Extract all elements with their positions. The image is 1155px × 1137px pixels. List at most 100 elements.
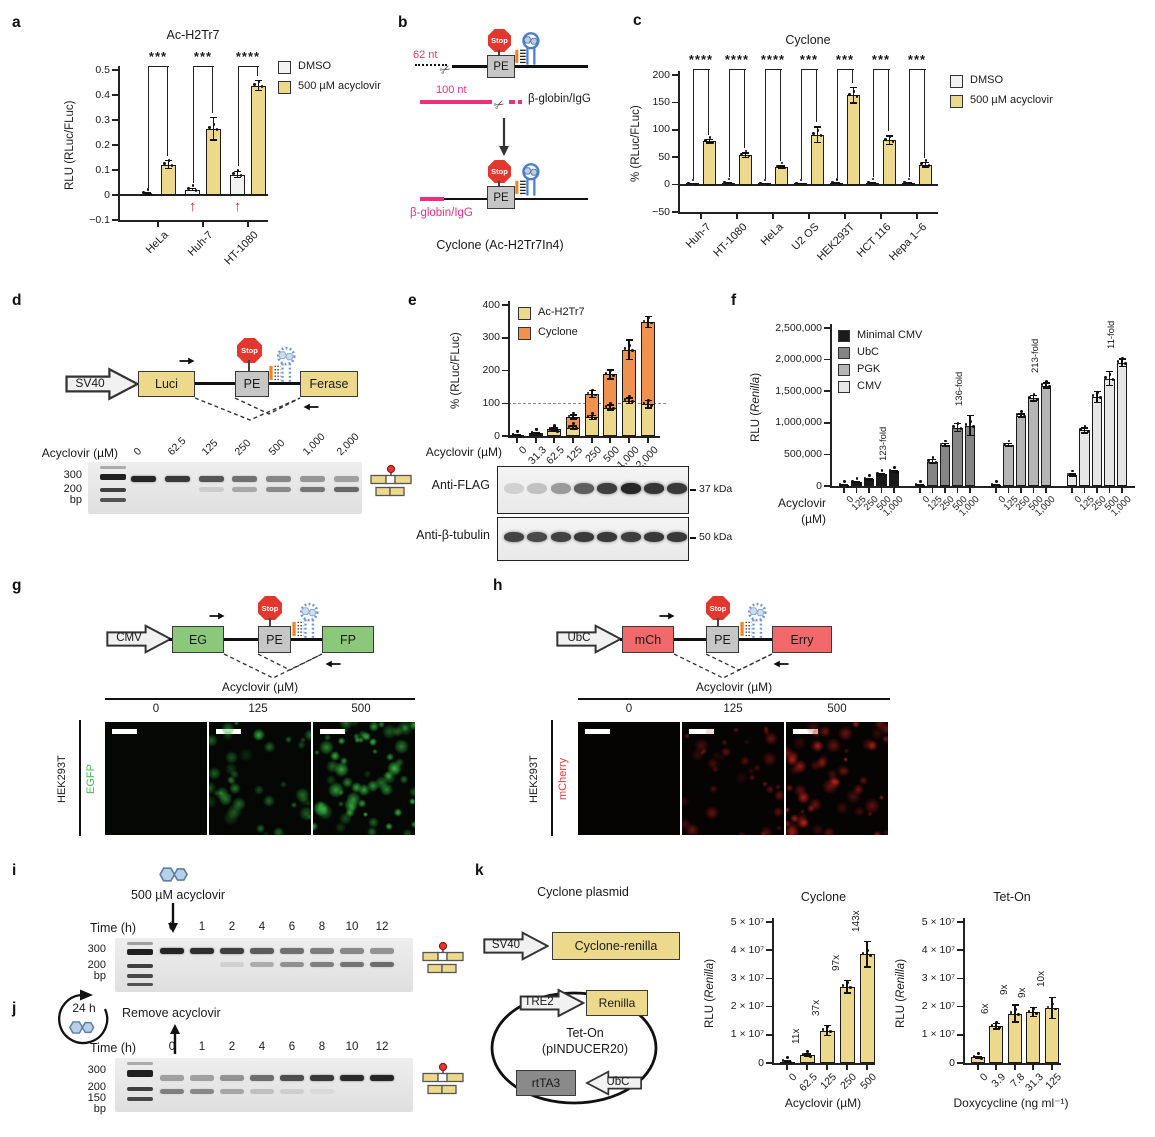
- cell-blob: [786, 753, 799, 767]
- bglobin-leader: [420, 197, 444, 201]
- data-dot: [801, 1052, 805, 1056]
- fold-label: 9x: [1017, 987, 1028, 998]
- tile-dose-label: 500: [351, 703, 371, 715]
- cell-blob: [775, 784, 782, 791]
- cell-blob: [744, 738, 751, 745]
- cell-blob: [737, 830, 747, 835]
- time-point-label: 10: [345, 921, 359, 933]
- data-dot: [187, 187, 190, 190]
- y-axis: [772, 918, 774, 1063]
- cell-blob: [397, 722, 414, 736]
- cell-blob: [330, 750, 341, 761]
- cell-blob: [399, 775, 409, 784]
- ladder-band: [127, 949, 153, 955]
- cell-blob: [233, 722, 240, 727]
- data-dot: [821, 1028, 825, 1031]
- y-tick-label: 300: [482, 331, 500, 344]
- error-cap: [954, 430, 961, 433]
- x-tick: [609, 437, 611, 443]
- data-dot: [838, 183, 842, 186]
- x-tick: [1108, 487, 1111, 493]
- bglobin-igg-label: β-globin/IgG: [528, 93, 591, 105]
- cell-line-label: HEK293T: [56, 755, 68, 803]
- error-bar: [1108, 371, 1111, 386]
- data-dot: [650, 403, 653, 407]
- error-cap: [1048, 1018, 1056, 1020]
- gel-band: [160, 1089, 184, 1094]
- y-tick-label: 1,000,000: [775, 416, 822, 429]
- data-dot: [567, 425, 571, 429]
- cell-blob: [786, 784, 794, 792]
- x-cat-label: 500: [858, 1071, 880, 1092]
- error-cap: [1048, 996, 1056, 998]
- x-axis-title: Acyclovir (µM): [425, 445, 502, 459]
- aptamer-hairpin-dotted-icon: [291, 602, 319, 640]
- x-tick: [969, 487, 971, 493]
- cell-blob: [786, 806, 790, 813]
- data-dot: [1111, 378, 1115, 381]
- y-tick: [672, 183, 678, 186]
- cell-blob: [819, 725, 831, 738]
- data-dot: [1017, 1013, 1020, 1017]
- data-dot: [1035, 397, 1039, 401]
- data-dot: [795, 181, 798, 185]
- y-tick: [502, 435, 508, 437]
- y-axis: [678, 71, 680, 212]
- cell-blob: [786, 825, 799, 835]
- construct-line: [169, 638, 322, 641]
- bar: [1003, 444, 1014, 486]
- error-cap: [606, 378, 614, 380]
- error-cap: [1081, 432, 1088, 434]
- y-tick-label: 2 × 10⁷: [921, 1000, 955, 1013]
- data-dot: [922, 485, 925, 488]
- panel-e-chart: 400 300 200 100 0% (RLuc/FLuc) 0 31.3 62.5 125 25…: [390, 295, 725, 477]
- y-tick-label: 1 × 10⁷: [730, 1028, 764, 1041]
- x-tick: [535, 437, 537, 443]
- data-dot: [727, 177, 731, 181]
- x-tick: [628, 437, 630, 443]
- data-dot: [780, 161, 784, 165]
- x-cat-label: Huh-7: [683, 221, 714, 251]
- error-cap: [869, 182, 876, 185]
- sig-stars: ****: [760, 52, 786, 67]
- cell-blob: [303, 728, 311, 742]
- cell-blob: [314, 749, 320, 755]
- legend-label: Minimal CMV: [857, 329, 923, 341]
- ladder-label: 300: [63, 469, 82, 481]
- lane-dose-label: 500: [266, 437, 288, 458]
- error-cap: [916, 484, 924, 486]
- reporter-label: EGFP: [85, 764, 97, 794]
- data-dot: [572, 411, 575, 415]
- y-tick-label: 0: [758, 1056, 764, 1069]
- data-dot: [591, 411, 594, 415]
- cell-blob: [232, 796, 247, 811]
- data-dot: [236, 169, 240, 172]
- lane-dose-label: 62.5: [165, 435, 189, 458]
- fold-label: 6x: [980, 1003, 991, 1014]
- error-bar: [591, 390, 593, 398]
- acyclovir-molecule-icon: [159, 867, 188, 882]
- cell-blob: [748, 774, 756, 781]
- data-dot: [1104, 376, 1107, 379]
- scissors-icon: ✂: [490, 95, 508, 114]
- cell-blob: [393, 807, 403, 817]
- y-tick: [766, 1005, 772, 1008]
- stop-sign: Stop: [488, 29, 511, 52]
- error-cap: [1017, 413, 1025, 415]
- time-point-label: 4: [258, 1041, 266, 1053]
- x-tick: [843, 487, 845, 493]
- data-dot: [888, 469, 892, 472]
- data-dot: [956, 422, 960, 425]
- y-tick-label: 0: [494, 429, 500, 442]
- x-axis: [963, 1063, 1061, 1065]
- sig-bracket: [192, 66, 214, 68]
- aptamer-hairpin-icon: [514, 32, 540, 66]
- cell-blob: [799, 817, 810, 828]
- error-cap: [1029, 1016, 1037, 1018]
- panel-f-chart: 2,500,000 2,000,000 1,500,000 1,000,000 500,…: [740, 290, 1155, 560]
- error-bar: [257, 80, 260, 91]
- data-dot: [781, 1059, 785, 1062]
- fold-label: 213-fold: [1030, 338, 1041, 373]
- gel-band: [370, 962, 394, 967]
- cell-blob: [720, 738, 728, 747]
